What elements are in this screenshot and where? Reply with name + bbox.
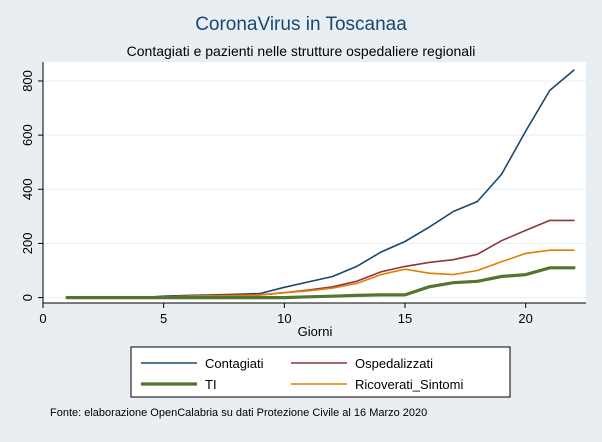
series-line-ti — [65, 266, 576, 300]
legend: Contagiati Ospedalizzati TI Ricoverati_Sint… — [130, 346, 511, 398]
legend-label-ricoverati-sintomi: Ricoverati_Sintomi — [355, 377, 463, 392]
y-tick-label: 800 — [20, 70, 35, 92]
y-tick-label: 600 — [20, 124, 35, 146]
plot-background — [43, 62, 586, 303]
x-tick-label: 20 — [518, 311, 532, 326]
y-tick-label: 400 — [20, 178, 35, 200]
y-tick-label: 0 — [20, 294, 35, 301]
footnote: Fonte: elaborazione OpenCalabria su dati… — [50, 407, 427, 419]
x-tick-label: 5 — [160, 311, 167, 326]
y-tick-label: 200 — [20, 233, 35, 255]
x-tick-label: 15 — [398, 311, 412, 326]
plot-area: 0 200 400 600 800 0 5 10 15 20 — [20, 62, 586, 326]
chart-subtitle: Contagiati e pazienti nelle strutture os… — [127, 43, 476, 59]
legend-box — [130, 346, 511, 398]
legend-label-contagiati: Contagiati — [205, 356, 264, 371]
chart-title: CoronaVirus in Toscanaa — [195, 14, 407, 35]
legend-label-ti: TI — [205, 377, 217, 392]
x-tick-label: 0 — [39, 311, 46, 326]
x-tick-label: 10 — [277, 311, 291, 326]
x-axis-label: Giorni — [298, 324, 333, 339]
legend-label-ospedalizzati: Ospedalizzati — [355, 356, 433, 371]
